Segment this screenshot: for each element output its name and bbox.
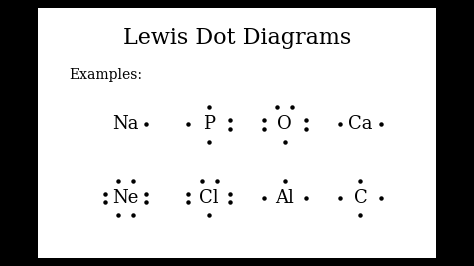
Text: Ne: Ne bbox=[112, 189, 139, 207]
Text: Ca: Ca bbox=[348, 115, 373, 133]
Text: C: C bbox=[354, 189, 367, 207]
Text: P: P bbox=[203, 115, 215, 133]
Bar bbox=[38, 8, 436, 258]
Text: Cl: Cl bbox=[199, 189, 219, 207]
Text: O: O bbox=[277, 115, 292, 133]
Text: Al: Al bbox=[275, 189, 294, 207]
Text: Lewis Dot Diagrams: Lewis Dot Diagrams bbox=[123, 27, 351, 49]
Text: Na: Na bbox=[112, 115, 139, 133]
Text: Examples:: Examples: bbox=[70, 68, 143, 82]
